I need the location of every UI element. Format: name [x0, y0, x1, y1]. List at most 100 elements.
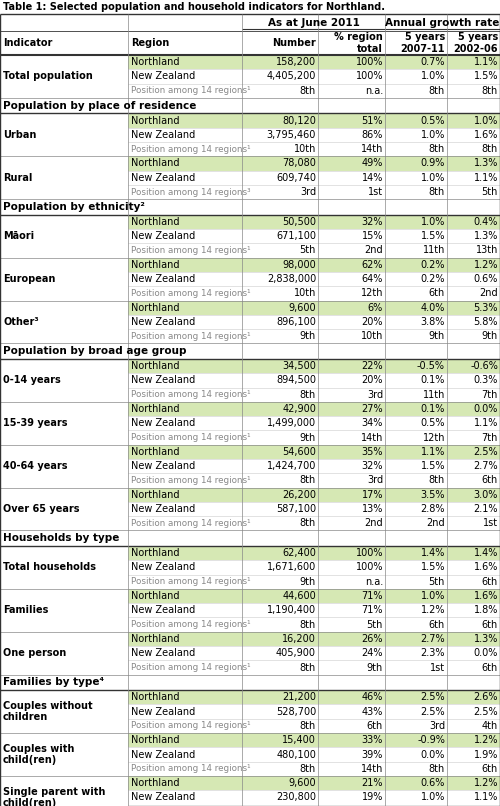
- Bar: [128, 388, 500, 402]
- Text: 8th: 8th: [300, 518, 316, 529]
- Text: 12th: 12th: [422, 433, 445, 442]
- Bar: [128, 502, 500, 516]
- Text: 44,600: 44,600: [282, 591, 316, 601]
- Text: 1,424,700: 1,424,700: [266, 461, 316, 472]
- Bar: [128, 185, 500, 199]
- Text: 42,900: 42,900: [282, 404, 316, 414]
- Bar: [0, 473, 128, 488]
- Text: 1.5%: 1.5%: [420, 231, 445, 241]
- Text: Families: Families: [3, 605, 48, 615]
- Text: 100%: 100%: [356, 57, 383, 67]
- Text: 32%: 32%: [362, 461, 383, 472]
- Text: 5th: 5th: [300, 246, 316, 256]
- Text: Couples without
children: Couples without children: [3, 701, 92, 722]
- Bar: [0, 31, 500, 55]
- Text: Urban: Urban: [3, 130, 36, 140]
- Text: 21%: 21%: [362, 778, 383, 788]
- Text: 1.2%: 1.2%: [474, 735, 498, 746]
- Text: 0.0%: 0.0%: [474, 648, 498, 659]
- Bar: [0, 632, 128, 646]
- Text: -0.9%: -0.9%: [417, 735, 445, 746]
- Bar: [128, 804, 500, 806]
- Bar: [128, 660, 500, 675]
- Text: 2.5%: 2.5%: [420, 707, 445, 717]
- Text: New Zealand: New Zealand: [131, 376, 195, 385]
- Text: Northland: Northland: [131, 159, 180, 168]
- Text: 26%: 26%: [362, 634, 383, 644]
- Text: New Zealand: New Zealand: [131, 72, 195, 81]
- Bar: [128, 55, 500, 69]
- Text: Number: Number: [272, 38, 316, 48]
- Text: 5.3%: 5.3%: [474, 302, 498, 313]
- Text: 1.0%: 1.0%: [420, 792, 445, 803]
- Text: New Zealand: New Zealand: [131, 130, 195, 140]
- Text: 62,400: 62,400: [282, 548, 316, 558]
- Text: 100%: 100%: [356, 72, 383, 81]
- Text: 0-14 years: 0-14 years: [3, 376, 61, 385]
- Bar: [128, 617, 500, 632]
- Bar: [0, 373, 128, 388]
- Text: 33%: 33%: [362, 735, 383, 746]
- Bar: [0, 55, 128, 69]
- Text: -0.5%: -0.5%: [417, 361, 445, 371]
- Text: 7th: 7th: [482, 389, 498, 400]
- Text: 1.1%: 1.1%: [474, 418, 498, 428]
- Text: Northland: Northland: [131, 735, 180, 746]
- Text: 6th: 6th: [429, 289, 445, 298]
- Text: 1.3%: 1.3%: [474, 634, 498, 644]
- Text: Position among 14 regions³: Position among 14 regions³: [131, 188, 250, 197]
- Text: New Zealand: New Zealand: [131, 750, 195, 759]
- Text: 1.0%: 1.0%: [420, 591, 445, 601]
- Text: New Zealand: New Zealand: [131, 504, 195, 514]
- Bar: [0, 488, 128, 502]
- Text: 1.1%: 1.1%: [474, 172, 498, 183]
- Text: 22%: 22%: [362, 361, 383, 371]
- Text: 10th: 10th: [360, 331, 383, 341]
- Text: 1st: 1st: [368, 187, 383, 197]
- Bar: [0, 459, 128, 473]
- Bar: [0, 560, 128, 575]
- Bar: [0, 98, 500, 114]
- Bar: [128, 473, 500, 488]
- Text: 405,900: 405,900: [276, 648, 316, 659]
- Text: 1.0%: 1.0%: [420, 72, 445, 81]
- Text: 8th: 8th: [429, 144, 445, 154]
- Text: 6th: 6th: [482, 577, 498, 587]
- Text: 8th: 8th: [300, 663, 316, 672]
- Bar: [0, 229, 128, 243]
- Text: New Zealand: New Zealand: [131, 563, 195, 572]
- Text: Position among 14 regions¹: Position among 14 regions¹: [131, 620, 250, 629]
- Text: 9,600: 9,600: [288, 302, 316, 313]
- Text: 11th: 11th: [422, 246, 445, 256]
- Text: Position among 14 regions¹: Position among 14 regions¹: [131, 476, 250, 485]
- Text: 11th: 11th: [422, 389, 445, 400]
- Bar: [128, 373, 500, 388]
- Bar: [0, 199, 500, 214]
- Text: 20%: 20%: [362, 317, 383, 327]
- Text: 9th: 9th: [300, 577, 316, 587]
- Text: 1.3%: 1.3%: [474, 159, 498, 168]
- Text: 14%: 14%: [362, 172, 383, 183]
- Text: 10th: 10th: [294, 289, 316, 298]
- Text: 34%: 34%: [362, 418, 383, 428]
- Text: 64%: 64%: [362, 274, 383, 284]
- Text: 3.5%: 3.5%: [420, 490, 445, 500]
- Text: n.a.: n.a.: [365, 85, 383, 96]
- Text: 0.0%: 0.0%: [474, 404, 498, 414]
- Text: 9th: 9th: [300, 433, 316, 442]
- Bar: [0, 575, 128, 589]
- Text: 1.5%: 1.5%: [474, 72, 498, 81]
- Text: % region
total: % region total: [334, 32, 383, 54]
- Text: 86%: 86%: [362, 130, 383, 140]
- Text: 1.8%: 1.8%: [474, 605, 498, 615]
- Text: Families by type⁴: Families by type⁴: [3, 678, 104, 688]
- Text: 6%: 6%: [368, 302, 383, 313]
- Text: 5 years
2007-11: 5 years 2007-11: [400, 32, 445, 54]
- Text: Position among 14 regions¹: Position among 14 regions¹: [131, 289, 250, 298]
- Bar: [128, 488, 500, 502]
- Text: 78,080: 78,080: [282, 159, 316, 168]
- Bar: [128, 791, 500, 804]
- Text: 1.4%: 1.4%: [474, 548, 498, 558]
- Text: 14th: 14th: [360, 764, 383, 774]
- Text: 54,600: 54,600: [282, 447, 316, 457]
